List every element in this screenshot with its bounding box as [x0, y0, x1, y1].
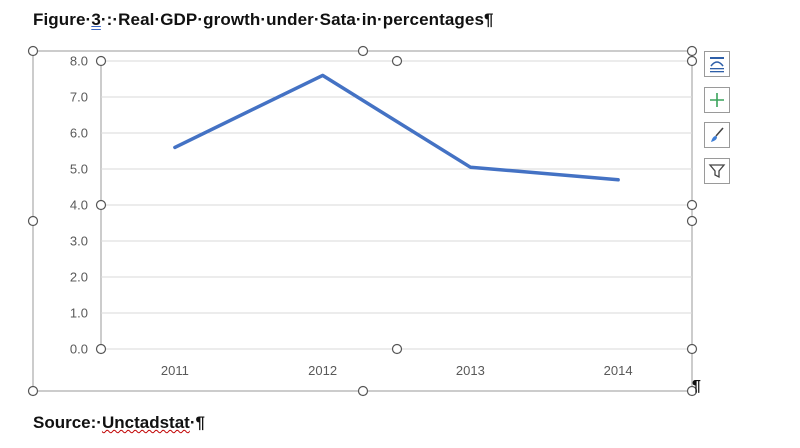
chart-area-resize-handle[interactable] — [686, 215, 698, 227]
source-label: Source:· — [33, 413, 102, 432]
plot-area-resize-handle[interactable] — [391, 55, 403, 67]
chart-area-frame[interactable] — [32, 50, 693, 392]
x-tick-label: 2012 — [308, 363, 337, 378]
plot-area-resize-handle[interactable] — [391, 343, 403, 355]
plot-area-resize-handle[interactable] — [95, 55, 107, 67]
gdp-series-line[interactable] — [173, 73, 620, 182]
chart-area-resize-handle[interactable] — [686, 385, 698, 397]
source-line: Source:·Unctadstat·¶ — [33, 413, 205, 433]
y-tick-label: 3.0 — [70, 234, 88, 249]
figure-caption: Figure·3·:·Real·GDP·growth·under·Sata·in… — [33, 10, 494, 30]
chart-filters-button[interactable] — [704, 158, 730, 184]
chart-area-resize-handle[interactable] — [27, 45, 39, 57]
caption-text: ·:·Real·GDP·growth·under·Sata·in·percent… — [100, 10, 494, 29]
caption-figure-number[interactable]: 3 — [91, 10, 101, 29]
y-axis-labels: 0.0 1.0 2.0 3.0 4.0 5.0 6.0 7.0 8.0 — [70, 54, 88, 357]
chart-area-resize-handle[interactable] — [27, 215, 39, 227]
source-tail: ·¶ — [189, 413, 205, 432]
plot-area-resize-handle[interactable] — [95, 199, 107, 211]
y-tick-label: 2.0 — [70, 270, 88, 285]
chart-styles-button[interactable] — [704, 122, 730, 148]
chart-area-resize-handle[interactable] — [27, 385, 39, 397]
selection-handles[interactable] — [27, 45, 698, 397]
plot-area-resize-handle[interactable] — [686, 343, 698, 355]
plot-area-resize-handle[interactable] — [686, 55, 698, 67]
y-tick-label: 8.0 — [70, 54, 88, 69]
gridlines — [101, 60, 692, 350]
paragraph-mark: ¶ — [692, 378, 701, 395]
x-tick-label: 2013 — [456, 363, 485, 378]
y-tick-label: 5.0 — [70, 162, 88, 177]
caption-prefix: Figure· — [33, 10, 92, 29]
x-axis-labels: 2011 2012 2013 2014 — [161, 363, 633, 378]
source-name: Unctadstat — [101, 413, 190, 432]
chart-elements-button[interactable] — [704, 51, 730, 77]
chart-area-resize-handle[interactable] — [686, 45, 698, 57]
x-tick-label: 2014 — [604, 363, 633, 378]
chart-area-resize-handle[interactable] — [357, 45, 369, 57]
y-tick-label: 0.0 — [70, 342, 88, 357]
x-tick-label: 2011 — [161, 363, 189, 378]
filter-icon — [708, 164, 726, 179]
plot-area-resize-handle[interactable] — [95, 343, 107, 355]
plot-area-resize-handle[interactable] — [686, 199, 698, 211]
paintbrush-icon — [711, 127, 724, 142]
y-tick-label: 7.0 — [70, 90, 88, 105]
chart-elements-icon — [710, 57, 724, 73]
chart-area-resize-handle[interactable] — [357, 385, 369, 397]
add-element-button[interactable] — [704, 87, 730, 113]
y-tick-label: 1.0 — [70, 306, 88, 321]
y-tick-label: 6.0 — [70, 126, 88, 141]
y-tick-label: 4.0 — [70, 198, 88, 213]
plus-icon — [710, 93, 724, 107]
